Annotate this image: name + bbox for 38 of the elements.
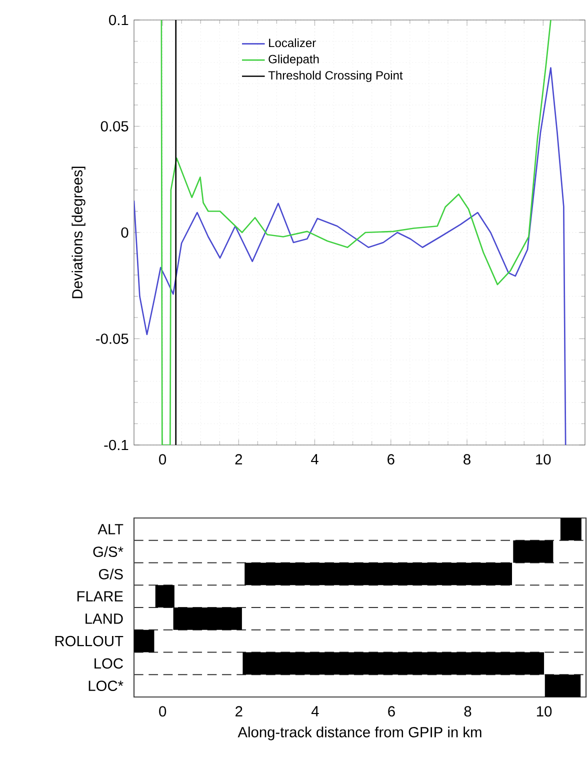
x-tick-label: 0 (159, 706, 166, 717)
y-tick-label: LOC (94, 658, 123, 669)
y-tick-label: G/S* (93, 546, 124, 557)
x-tick-label: 10 (536, 454, 551, 465)
y-tick-label: 0.1 (109, 14, 128, 26)
line-series (134, 67, 566, 445)
x-axis-title: Along-track distance from GPIP in km (238, 726, 482, 740)
legend-label: Localizer (269, 38, 316, 48)
x-tick-label: 6 (388, 706, 395, 717)
y-tick-label: FLARE (77, 591, 123, 602)
y-tick-label: ALT (98, 524, 124, 534)
bar (242, 652, 544, 675)
y-axis-title: Deviations [degrees] (72, 166, 86, 298)
bar (134, 630, 154, 652)
x-tick-label: 4 (311, 454, 318, 464)
y-tick-label: LAND (86, 614, 123, 624)
legend-label: Threshold Crossing Point (268, 70, 403, 82)
x-tick-label: 0 (159, 454, 166, 465)
line-series (160, 20, 552, 445)
x-tick-label: 8 (464, 454, 470, 465)
x-tick-label: 2 (235, 454, 242, 464)
bar (560, 518, 582, 540)
y-tick-label: ROLLOUT (55, 636, 124, 646)
x-tick-label: 4 (311, 706, 319, 716)
x-tick-label: 6 (388, 454, 394, 465)
x-tick-label: 2 (236, 706, 242, 716)
x-tick-label: 8 (464, 706, 472, 717)
y-tick-label: 0 (121, 227, 128, 238)
y-tick-label: G/S (98, 568, 123, 580)
bar (513, 540, 554, 563)
y-tick-label: -0.1 (104, 440, 128, 450)
y-tick-label: -0.05 (96, 334, 128, 344)
bar (244, 562, 512, 586)
y-tick-label: 0.05 (100, 121, 128, 132)
y-tick-label: LOC* (88, 680, 124, 692)
bar (544, 674, 581, 697)
x-tick-label: 10 (536, 706, 552, 717)
legend-label: Glidepath (268, 54, 319, 66)
